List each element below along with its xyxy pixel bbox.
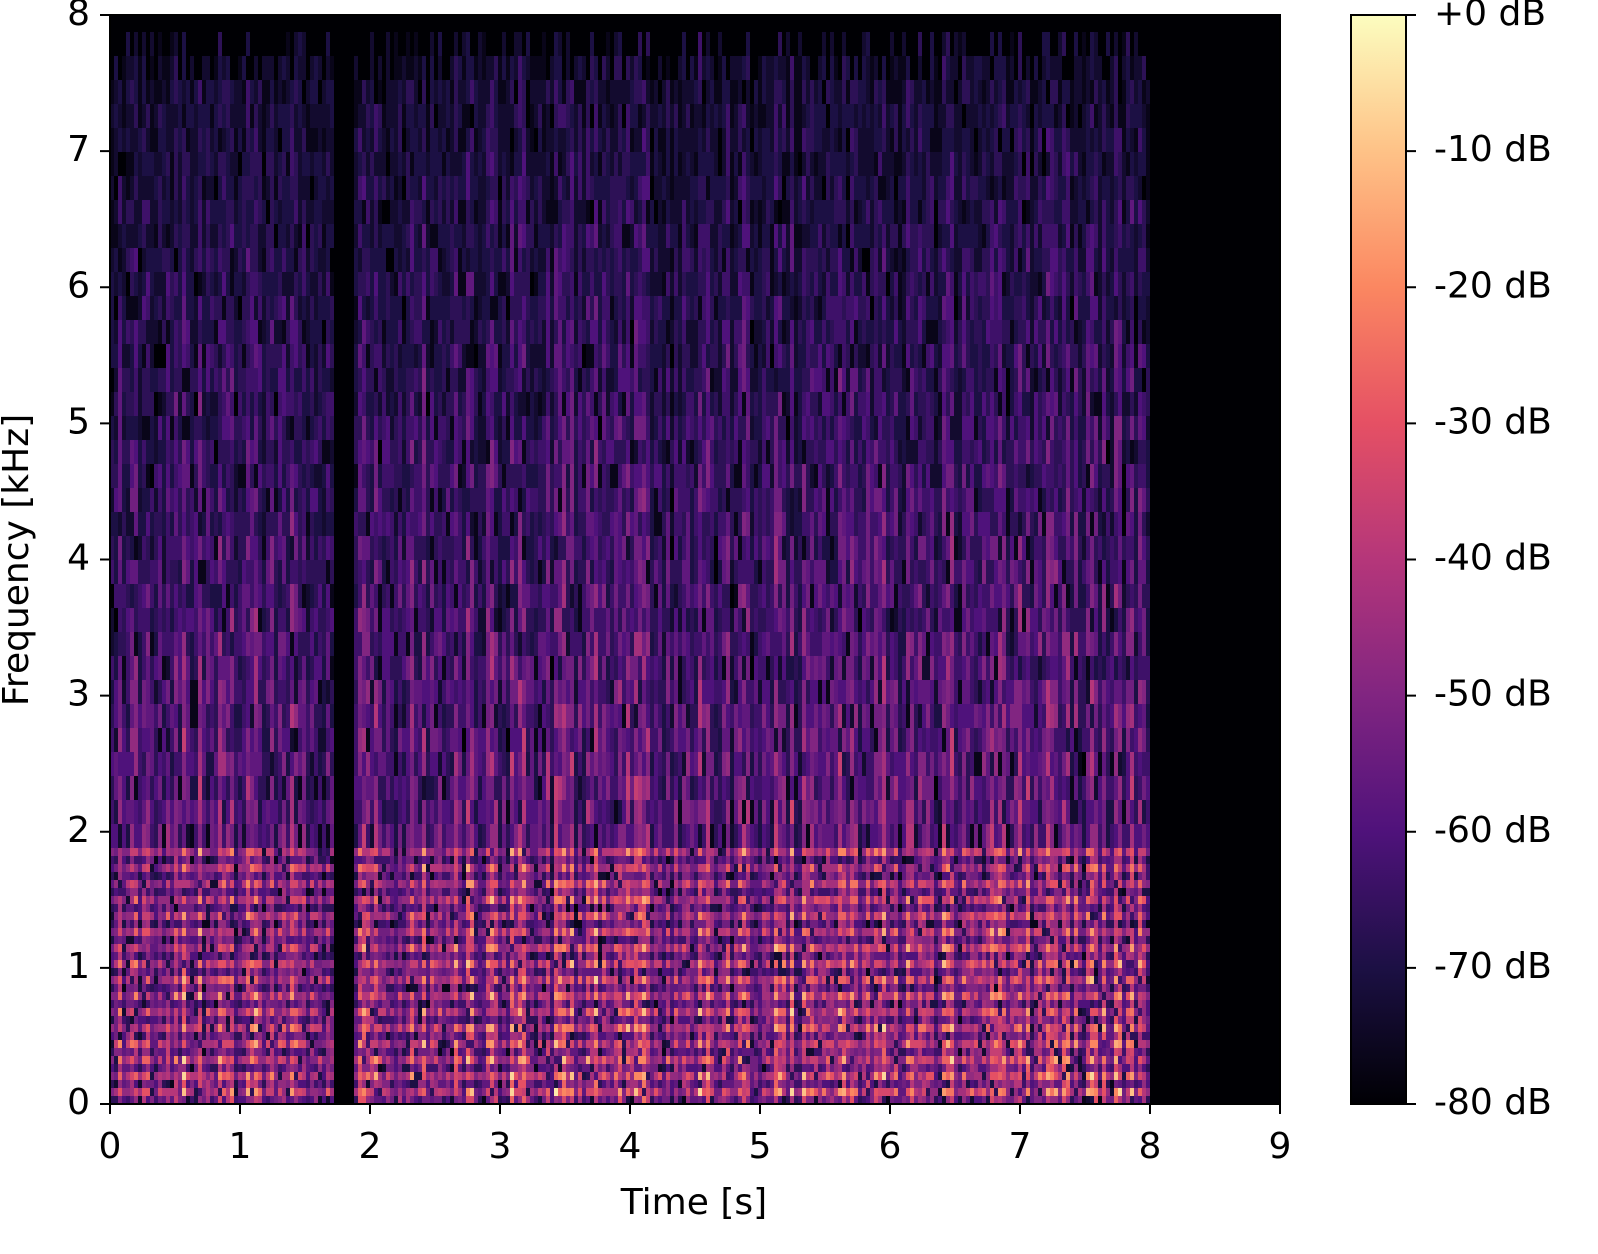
- spectrogram-texture: [554, 1088, 558, 1096]
- x-tick-label: 8: [1139, 1126, 1162, 1167]
- colorbar-tick-label: -50 dB: [1434, 674, 1552, 715]
- y-tick-label: 4: [67, 538, 90, 579]
- colorbar-tick-label: -30 dB: [1434, 401, 1552, 442]
- y-tick-label: 3: [67, 674, 90, 715]
- spectrogram-texture: [114, 536, 1146, 1104]
- spectrogram-texture: [118, 800, 1142, 1104]
- x-tick-label: 4: [619, 1126, 642, 1167]
- y-tick-label: 8: [67, 0, 90, 34]
- spectrogram-texture: [110, 32, 1150, 1104]
- colorbar: [1350, 14, 1407, 1105]
- colorbar-tick-label: -20 dB: [1434, 265, 1552, 306]
- x-tick-label: 3: [489, 1126, 512, 1167]
- x-tick-label: 5: [749, 1126, 772, 1167]
- spectrogram-texture: [110, 200, 1150, 1104]
- spectrogram-texture: [110, 128, 1150, 1104]
- spectrogram-texture: [118, 848, 1142, 1096]
- x-tick-label: 2: [359, 1126, 382, 1167]
- y-tick-label: 6: [67, 265, 90, 306]
- spectrogram-texture: [110, 440, 1150, 1104]
- y-tick-label: 0: [67, 1082, 90, 1123]
- spectrogram-image: [110, 15, 1280, 1104]
- y-tick-label: 5: [67, 401, 90, 442]
- colorbar-tick-label: -60 dB: [1434, 810, 1552, 851]
- x-tick-label: 7: [1009, 1126, 1032, 1167]
- colorbar-tick-label: -40 dB: [1434, 538, 1552, 579]
- colorbar-tick-label: -70 dB: [1434, 946, 1552, 987]
- y-axis-label: Frequency [kHz]: [0, 414, 37, 706]
- x-tick-label: 6: [879, 1126, 902, 1167]
- spectrogram-texture: [118, 848, 1146, 1104]
- y-tick-label: 1: [67, 946, 90, 987]
- x-tick-label: 9: [1269, 1126, 1292, 1167]
- x-tick-label: 0: [99, 1126, 122, 1167]
- x-axis-label: Time [s]: [620, 1182, 767, 1223]
- y-tick-label: 2: [67, 810, 90, 851]
- x-tick-label: 1: [229, 1126, 252, 1167]
- colorbar-tick-label: -80 dB: [1434, 1082, 1552, 1123]
- colorbar-tick-label: -10 dB: [1434, 129, 1552, 170]
- colorbar-tick-label: +0 dB: [1434, 0, 1546, 34]
- y-tick-label: 7: [67, 129, 90, 170]
